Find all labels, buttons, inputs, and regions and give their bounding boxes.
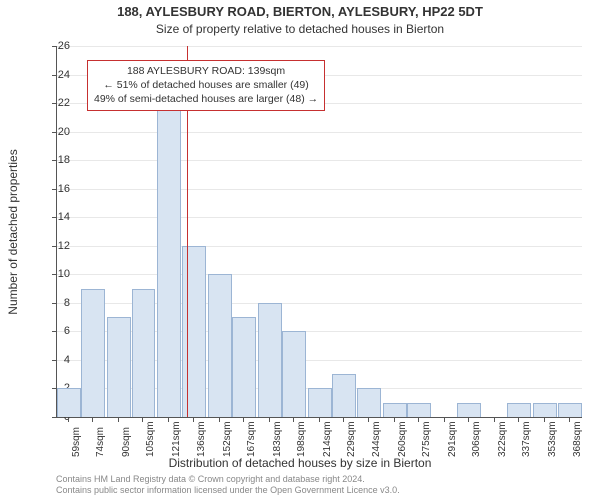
x-tick-label: 353sqm: [547, 421, 558, 457]
x-tick-mark: [394, 418, 395, 422]
x-tick-label: 105sqm: [145, 421, 156, 457]
x-tick-mark: [219, 418, 220, 422]
y-tick-mark: [52, 417, 56, 418]
gridline: [57, 160, 582, 161]
x-tick-mark: [142, 418, 143, 422]
x-tick-label: 74sqm: [95, 427, 106, 457]
x-tick-mark: [468, 418, 469, 422]
x-tick-mark: [494, 418, 495, 422]
histogram-bar: [157, 103, 181, 417]
gridline: [57, 46, 582, 47]
y-tick-mark: [52, 217, 56, 218]
x-tick-label: 275sqm: [421, 421, 432, 457]
x-tick-label: 291sqm: [447, 421, 458, 457]
annotation-line: 49% of semi-detached houses are larger (…: [94, 92, 318, 106]
annotation-line: ← 51% of detached houses are smaller (49…: [94, 78, 318, 92]
x-tick-mark: [569, 418, 570, 422]
gridline: [57, 189, 582, 190]
histogram-bar: [558, 403, 582, 417]
x-tick-label: 59sqm: [71, 427, 82, 457]
x-tick-mark: [444, 418, 445, 422]
attribution-line: Contains public sector information licen…: [56, 485, 400, 496]
y-axis-label: Number of detached properties: [6, 149, 20, 314]
x-tick-label: 260sqm: [397, 421, 408, 457]
y-tick-mark: [52, 331, 56, 332]
histogram-bar: [308, 388, 332, 417]
attribution-text: Contains HM Land Registry data © Crown c…: [56, 474, 400, 496]
gridline: [57, 274, 582, 275]
gridline: [57, 217, 582, 218]
x-tick-label: 244sqm: [371, 421, 382, 457]
x-tick-label: 306sqm: [471, 421, 482, 457]
x-tick-label: 183sqm: [272, 421, 283, 457]
x-tick-label: 198sqm: [296, 421, 307, 457]
histogram-bar: [533, 403, 557, 417]
y-tick-mark: [52, 246, 56, 247]
x-tick-label: 368sqm: [572, 421, 583, 457]
x-tick-label: 152sqm: [222, 421, 233, 457]
histogram-bar: [383, 403, 407, 417]
histogram-bar: [357, 388, 381, 417]
x-tick-mark: [243, 418, 244, 422]
x-axis-label: Distribution of detached houses by size …: [0, 456, 600, 470]
x-tick-mark: [168, 418, 169, 422]
x-tick-mark: [544, 418, 545, 422]
x-tick-mark: [368, 418, 369, 422]
x-tick-mark: [418, 418, 419, 422]
x-tick-mark: [293, 418, 294, 422]
y-tick-mark: [52, 360, 56, 361]
gridline: [57, 246, 582, 247]
y-tick-mark: [52, 75, 56, 76]
x-tick-mark: [518, 418, 519, 422]
y-tick-mark: [52, 132, 56, 133]
annotation-line: 188 AYLESBURY ROAD: 139sqm: [94, 64, 318, 78]
histogram-bar: [407, 403, 431, 417]
histogram-bar: [57, 388, 81, 417]
histogram-bar: [457, 403, 481, 417]
histogram-bar: [107, 317, 131, 417]
attribution-line: Contains HM Land Registry data © Crown c…: [56, 474, 400, 485]
histogram-bar: [232, 317, 256, 417]
chart-title-main: 188, AYLESBURY ROAD, BIERTON, AYLESBURY,…: [0, 4, 600, 19]
x-tick-label: 322sqm: [497, 421, 508, 457]
chart-container: 188, AYLESBURY ROAD, BIERTON, AYLESBURY,…: [0, 0, 600, 500]
y-tick-mark: [52, 388, 56, 389]
gridline: [57, 132, 582, 133]
histogram-bar: [81, 289, 105, 417]
x-tick-mark: [68, 418, 69, 422]
chart-title-sub: Size of property relative to detached ho…: [0, 22, 600, 36]
histogram-bar: [332, 374, 356, 417]
histogram-bar: [208, 274, 232, 417]
histogram-bar: [132, 289, 156, 417]
annotation-box: 188 AYLESBURY ROAD: 139sqm← 51% of detac…: [87, 60, 325, 111]
histogram-bar: [258, 303, 282, 417]
x-tick-label: 167sqm: [246, 421, 257, 457]
y-tick-mark: [52, 189, 56, 190]
x-tick-mark: [92, 418, 93, 422]
y-tick-mark: [52, 46, 56, 47]
x-tick-mark: [193, 418, 194, 422]
x-tick-label: 121sqm: [171, 421, 182, 457]
histogram-bar: [282, 331, 306, 417]
histogram-bar: [507, 403, 531, 417]
x-tick-label: 229sqm: [346, 421, 357, 457]
x-tick-label: 337sqm: [521, 421, 532, 457]
histogram-bar: [182, 246, 206, 417]
x-tick-mark: [319, 418, 320, 422]
x-tick-mark: [269, 418, 270, 422]
x-tick-mark: [343, 418, 344, 422]
x-tick-mark: [118, 418, 119, 422]
y-tick-mark: [52, 274, 56, 275]
x-tick-label: 214sqm: [322, 421, 333, 457]
x-tick-label: 90sqm: [121, 427, 132, 457]
y-tick-mark: [52, 103, 56, 104]
y-tick-mark: [52, 303, 56, 304]
x-tick-label: 136sqm: [196, 421, 207, 457]
y-tick-mark: [52, 160, 56, 161]
